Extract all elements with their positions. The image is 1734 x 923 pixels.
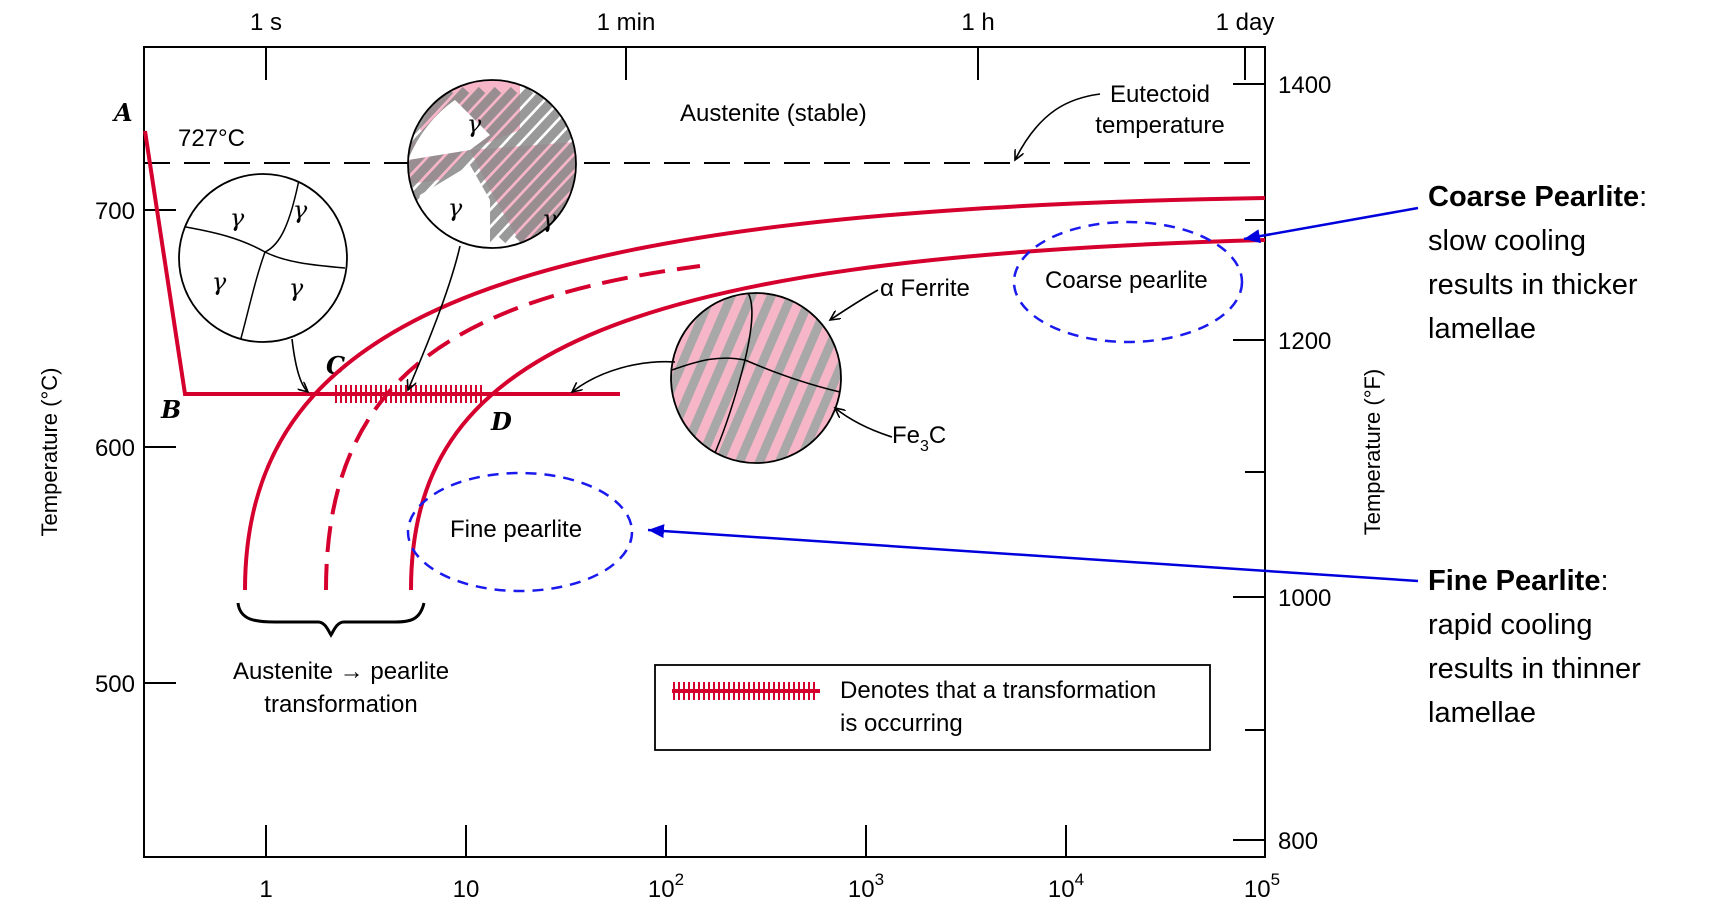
bottom-tick-10-2: 102 — [648, 870, 684, 903]
eutectoid-temp-label: 727°C — [178, 125, 245, 152]
hatch-tick — [408, 86, 502, 244]
transformation-label-1: Austenite → pearlite — [233, 658, 449, 685]
transformation-brace — [236, 602, 426, 638]
fine-annotation-line-1: rapid cooling — [1428, 609, 1592, 641]
coarse-annotation-line-3: lamellae — [1428, 313, 1536, 345]
legend-text-2: is occurring — [840, 710, 963, 737]
hatch-tick — [691, 293, 781, 463]
coarse-pearlite-label: Coarse pearlite — [1045, 267, 1208, 294]
hatch-tick — [482, 86, 576, 244]
hatch-tick — [408, 86, 518, 244]
top-tick-1s: 1 s — [250, 9, 282, 36]
fine-annotation-line-3: lamellae — [1428, 697, 1536, 729]
coarse-annotation-line-2: results in thicker — [1428, 269, 1638, 301]
bottom-tick-10-4: 104 — [1048, 870, 1084, 903]
legend: Denotes that a transformation is occurri… — [654, 664, 1211, 751]
gamma-7: γ — [542, 205, 557, 233]
grains-pointer — [291, 338, 308, 392]
fine-annotation-title: Fine Pearlite: — [1428, 565, 1609, 597]
right-tick-1000: 1000 — [1278, 585, 1331, 612]
left-tick-500: 500 — [95, 671, 135, 698]
point-d: D — [490, 407, 512, 436]
alpha-ferrite-label: α Ferrite — [880, 275, 970, 302]
pearlite-pointer — [572, 360, 676, 392]
transformation-segment — [332, 385, 487, 403]
left-axis — [144, 209, 176, 684]
gamma-5: γ — [467, 110, 482, 138]
coarse-arrow — [1243, 206, 1419, 244]
bottom-tick-1: 1 — [259, 876, 272, 903]
hatch-tick — [466, 86, 576, 244]
right-tick-800: 800 — [1278, 828, 1318, 855]
hatch-tick — [791, 293, 841, 463]
left-tick-700: 700 — [95, 198, 135, 225]
gamma-4: γ — [289, 274, 304, 302]
bottom-tick-10-3: 103 — [848, 870, 884, 903]
finish-curve — [409, 238, 1266, 591]
ferrite-pointer — [830, 289, 879, 320]
point-a: A — [112, 98, 133, 127]
hatch-tick — [771, 293, 841, 463]
left-axis-label: Temperature (°C) — [37, 368, 62, 537]
coarse-ellipse — [1012, 220, 1244, 344]
eutectoid-label-2: temperature — [1095, 112, 1224, 139]
gamma-6: γ — [448, 194, 463, 222]
left-tick-600: 600 — [95, 435, 135, 462]
fine-pearlite-label: Fine pearlite — [450, 516, 582, 543]
midway-curve — [324, 264, 701, 591]
hatch-tick — [731, 293, 821, 463]
hatch-tick — [408, 86, 454, 244]
right-tick-1400: 1400 — [1278, 72, 1331, 99]
fine-arrow — [647, 524, 1419, 583]
top-tick-1min: 1 min — [597, 9, 656, 36]
hatch-tick — [671, 293, 721, 463]
coarse-annotation-title: Coarse Pearlite: — [1428, 181, 1647, 213]
point-b: B — [160, 395, 181, 424]
hatch-tick — [514, 86, 576, 244]
gamma-1: γ — [230, 204, 245, 232]
hatch-tick — [671, 293, 741, 463]
right-axis — [1233, 83, 1265, 841]
top-tick-1day: 1 day — [1216, 9, 1275, 36]
top-axis — [265, 47, 1246, 80]
gamma-3: γ — [212, 268, 227, 296]
fine-ellipse — [406, 471, 634, 593]
bottom-tick-10-5: 105 — [1244, 870, 1280, 903]
bottom-tick-10: 10 — [453, 876, 480, 903]
bottom-axis — [265, 825, 1067, 857]
coarse-annotation-line-1: slow cooling — [1428, 225, 1586, 257]
hatch-tick — [536, 285, 616, 470]
hatch-tick — [671, 293, 681, 463]
fe3c-label: Fe3C — [892, 422, 946, 455]
hatch-tick — [498, 86, 576, 244]
gamma-2: γ — [293, 196, 308, 224]
austenite-stable-label: Austenite (stable) — [680, 100, 867, 127]
top-tick-1h: 1 h — [961, 9, 994, 36]
eutectoid-label-1: Eutectoid — [1110, 81, 1210, 108]
hatch-tick — [530, 86, 576, 244]
point-c: C — [326, 351, 345, 380]
right-tick-1200: 1200 — [1278, 328, 1331, 355]
hatch-tick — [711, 293, 801, 463]
right-axis-label: Temperature (°F) — [1360, 369, 1385, 536]
plot-frame — [143, 46, 1266, 858]
legend-text-1: Denotes that a transformation — [840, 677, 1156, 704]
transformation-label-2: transformation — [264, 691, 417, 718]
start-curve — [243, 196, 1266, 591]
fine-annotation-line-2: results in thinner — [1428, 653, 1641, 685]
eutectoid-pointer — [1015, 93, 1101, 160]
austenite-grains-circle: γ γ γ γ — [178, 173, 348, 343]
fe3c-pointer — [835, 408, 893, 438]
partial-pointer — [408, 245, 461, 390]
